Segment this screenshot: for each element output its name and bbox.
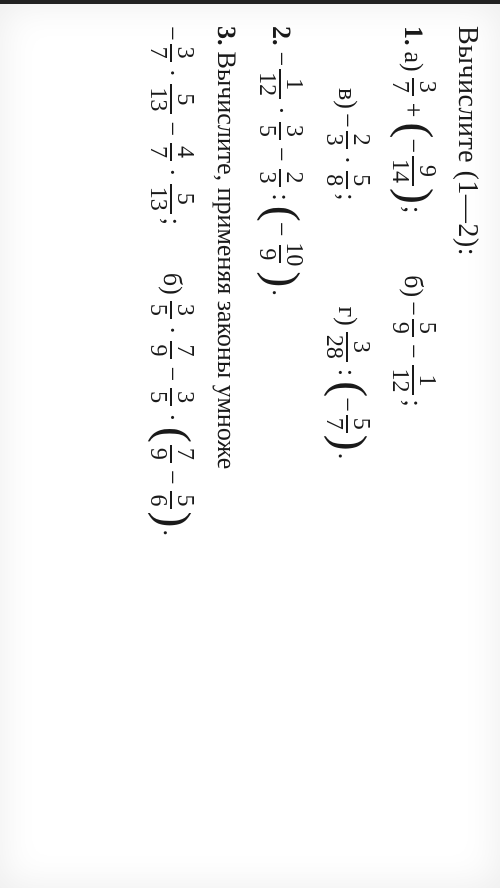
end-1b: ; [399, 399, 428, 406]
neg-1a: − [399, 138, 428, 153]
label-1v: в) [332, 88, 361, 109]
frac-1g-1: 3 28 [320, 332, 372, 362]
problem-number-3: 3. [211, 26, 240, 46]
frac-3b-4: 7 9 [145, 445, 197, 463]
heading-text: Вычислите (1—2): [451, 26, 482, 256]
frac-1v-1: 2 3 [320, 131, 372, 149]
op-2-div: : [266, 194, 295, 201]
rparen-2: ) [263, 271, 301, 287]
frac-3a-4: 5 13 [145, 184, 197, 214]
op-1v-dot: · [332, 156, 361, 165]
frac-3b-1: 3 5 [145, 301, 197, 319]
frac-3a-3: 4 7 [145, 143, 197, 161]
end-1g: . [332, 453, 361, 460]
frac-3b-3: 3 5 [145, 388, 197, 406]
lparen-1g: ( [329, 381, 367, 397]
frac-1a-1: 3 7 [387, 78, 439, 96]
problem-3-heading: 3. Вычислите, применяя законы умноже [211, 26, 240, 866]
lparen-2: ( [263, 206, 301, 222]
frac-2-4: 10 9 [254, 239, 306, 269]
op-3b-dot1: · [157, 326, 186, 335]
problem-number-1: 1. [399, 26, 428, 46]
end-3b: . [157, 529, 186, 536]
neg-3a-lead: − [157, 26, 186, 41]
neg-1b-1: − [399, 301, 428, 316]
frac-3a-1: 3 7 [145, 44, 197, 62]
lparen-1a: ( [396, 122, 434, 138]
op-3a-dot1: · [157, 69, 186, 78]
heading: Вычислите (1—2): [451, 26, 482, 866]
frac-3b-5: 5 6 [145, 491, 197, 509]
problem-1-row-2: в) − 2 3 · 5 8 ; г) 3 28 : ( − 5 7 ) . [320, 88, 372, 866]
rparen-1a: ) [396, 188, 434, 204]
op-3a-dot2: · [157, 168, 186, 177]
frac-2-1: 1 12 [254, 69, 306, 99]
label-1b: б) [399, 275, 428, 297]
label-1a: а) [399, 52, 428, 72]
frac-1v-2: 5 8 [320, 171, 372, 189]
frac-1g-2: 5 7 [320, 415, 372, 433]
neg-1v: − [332, 113, 361, 128]
page-surface: Вычислите (1—2): 1. а) 3 7 + ( − 9 14 ) … [0, 0, 500, 888]
neg-2-2: − [266, 222, 295, 237]
problem-3-expr: − 3 7 · 5 13 − 4 7 · 5 13 ; б) 3 5 · 7 9 [145, 26, 197, 866]
label-3b: б) [157, 273, 186, 295]
neg-1g: − [332, 397, 361, 412]
frac-2-2: 3 5 [254, 122, 306, 140]
op-2-dot1: · [266, 106, 295, 115]
frac-1b-1: 5 9 [387, 319, 439, 337]
frac-3b-2: 7 9 [145, 341, 197, 359]
end-1a: ; [399, 206, 428, 213]
frac-1a-2: 9 14 [387, 156, 439, 186]
lparen-3b: ( [154, 427, 192, 443]
problem-1-row-1: 1. а) 3 7 + ( − 9 14 ) ; б) − 5 9 − 1 12… [387, 26, 439, 866]
frac-3a-2: 5 13 [145, 84, 197, 114]
op-3a-minus: − [157, 121, 186, 136]
end-1v: ; [332, 193, 361, 200]
op-1b-minus: − [399, 344, 428, 359]
frac-2-3: 2 3 [254, 169, 306, 187]
problem-number-2: 2. [266, 26, 295, 46]
op-2-minus: − [266, 147, 295, 162]
rparen-3b: ) [154, 511, 192, 527]
op-3b-dot2: · [157, 413, 186, 422]
end-3a: ; [157, 218, 186, 225]
op-1a-plus: + [399, 103, 428, 118]
op-1g-div: : [332, 369, 361, 376]
neg-2-1: − [266, 52, 295, 67]
rparen-1g: ) [329, 435, 367, 451]
frac-1b-2: 1 12 [387, 365, 439, 395]
end-2: . [266, 289, 295, 296]
op-3b-minus2: − [157, 470, 186, 485]
label-1g: г) [332, 307, 361, 326]
problem-3-title: Вычислите, применяя законы умноже [211, 52, 240, 470]
op-3b-minus: − [157, 366, 186, 381]
problem-2: 2. − 1 12 · 3 5 − 2 3 : ( − 10 9 ) . [254, 26, 306, 866]
